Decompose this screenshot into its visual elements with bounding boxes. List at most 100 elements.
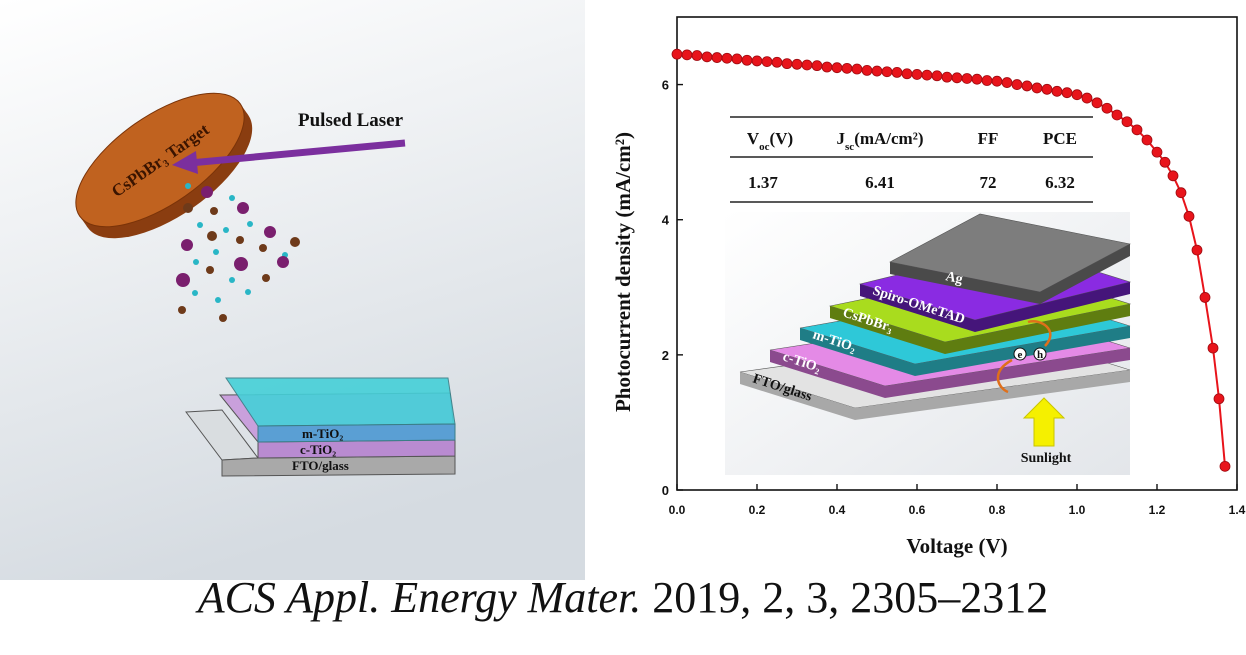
data-point — [1031, 82, 1043, 94]
table-header: Voc(V) — [747, 129, 793, 153]
data-point — [701, 51, 713, 63]
layer-label: Ag — [944, 269, 964, 287]
x-tick-label: 0.0 — [669, 503, 686, 517]
data-point — [1011, 79, 1023, 90]
electron-label: e — [1018, 349, 1023, 361]
inset-device: FTO/glassc-TiO₂m-TiO₂CsPbBr₃Spiro-OMeTAD… — [739, 213, 1132, 466]
data-point — [1175, 187, 1187, 199]
layer-front — [975, 282, 1130, 332]
table-header-part: oc — [759, 141, 770, 153]
left-panel — [0, 0, 585, 580]
data-point — [941, 71, 953, 83]
data-point — [741, 54, 753, 66]
data-point — [1041, 83, 1053, 95]
y-tick-label: 6 — [662, 78, 669, 93]
data-point — [1191, 244, 1203, 256]
data-point — [721, 52, 733, 64]
inset-table: Voc(V) Jsc(mA/cm²) FF PCE 1.37 6.41 72 6.32 — [730, 116, 1093, 203]
data-point — [971, 73, 983, 85]
pld-diagram: CsPbBr₃ Target Pulsed Laser — [75, 92, 456, 477]
data-point — [951, 72, 963, 84]
table-header-part: PCE — [1043, 129, 1077, 148]
carrier — [1033, 347, 1047, 361]
layer-label: c-TiO₂ — [300, 442, 336, 457]
data-point — [691, 50, 703, 61]
table-cell: 1.37 — [748, 173, 778, 192]
data-point — [891, 67, 903, 78]
data-point — [681, 49, 693, 61]
data-point — [1219, 460, 1231, 472]
layer-front — [855, 370, 1130, 420]
data-point — [791, 58, 803, 70]
layer-side — [830, 306, 945, 354]
x-axis-title: Voltage (V) — [906, 534, 1007, 558]
plot-frame — [676, 16, 1238, 491]
x-tick-label: 0.2 — [749, 503, 766, 517]
layer-side — [890, 262, 1040, 304]
table-header: PCE — [1043, 129, 1077, 148]
x-tick-label: 0.8 — [989, 503, 1006, 517]
data-point — [821, 61, 833, 73]
data-point — [1021, 80, 1033, 92]
citation: ACS Appl. Energy Mater. 2019, 2, 3, 2305–… — [195, 573, 1049, 622]
data-point — [1081, 92, 1093, 104]
sunlight-arrow — [1022, 397, 1066, 447]
citation-details: 2019, 2, 3, 2305–2312 — [652, 573, 1048, 622]
data-point — [841, 62, 853, 74]
data-point — [1061, 87, 1073, 99]
laser-arrowhead — [172, 151, 198, 174]
data-point — [961, 73, 973, 84]
data-point — [1183, 210, 1195, 222]
y-axis-title: Photocurrent density (mA/cm²) — [611, 132, 635, 412]
hole-arrow — [1027, 319, 1052, 347]
electron-arrow — [996, 358, 1013, 394]
data-point — [901, 68, 913, 80]
laser-label: Pulsed Laser — [298, 110, 404, 131]
layer-label: FTO/glass — [292, 458, 349, 473]
x-tick-label: 1.2 — [1149, 503, 1166, 517]
layer-side — [740, 372, 855, 420]
data-point — [1111, 109, 1123, 121]
data-point — [1199, 292, 1211, 303]
table-header-part: (mA/cm²) — [854, 129, 923, 148]
data-point — [1151, 146, 1163, 158]
x-tick-label: 0.4 — [829, 503, 846, 517]
data-point — [981, 75, 993, 86]
data-point — [1091, 97, 1103, 109]
table-header-part: J — [837, 129, 846, 148]
data-point — [931, 70, 943, 82]
layer-front — [945, 304, 1130, 354]
data-point — [671, 48, 683, 60]
table-cell: 6.32 — [1045, 173, 1075, 192]
data-point — [1131, 124, 1143, 136]
y-tick-label: 4 — [662, 213, 670, 228]
data-point — [881, 66, 893, 78]
data-point — [711, 52, 723, 63]
citation-journal: ACS Appl. Energy Mater. — [195, 573, 642, 622]
table-header-part: V — [747, 129, 760, 148]
x-tick-label: 1.0 — [1069, 503, 1086, 517]
data-point — [1141, 134, 1153, 146]
data-point — [811, 60, 823, 72]
data-point — [1213, 393, 1225, 405]
data-point — [731, 53, 743, 65]
x-tick-label: 0.6 — [909, 503, 926, 517]
data-point — [1207, 342, 1219, 354]
chart: FTO/glassc-TiO₂m-TiO₂CsPbBr₃Spiro-OMeTAD… — [611, 16, 1246, 558]
data-point — [921, 69, 933, 81]
plume — [176, 183, 300, 322]
table-header-part: (V) — [770, 129, 794, 148]
data-point — [1071, 89, 1083, 101]
data-point — [751, 55, 763, 67]
substrate-stack: m-TiO₂ c-TiO₂ FTO/glass — [185, 377, 456, 477]
data-point — [1001, 77, 1013, 88]
data-point — [761, 56, 773, 67]
table-cell: 72 — [980, 173, 997, 192]
table-header: FF — [978, 129, 999, 148]
data-point — [911, 69, 923, 80]
table-header-part: sc — [845, 141, 854, 153]
data-point — [1101, 102, 1113, 114]
layer-front — [885, 348, 1130, 398]
data-point — [871, 65, 883, 77]
